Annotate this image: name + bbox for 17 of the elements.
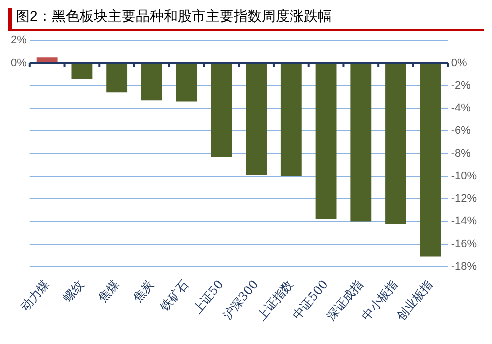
- y2-tick-label: -10%: [451, 170, 478, 182]
- y-tick-label: 2%: [10, 34, 28, 47]
- y2-tick-label: -18%: [451, 261, 478, 274]
- y2-tick-label: -12%: [451, 193, 478, 206]
- y2-tick-label: -16%: [451, 238, 478, 250]
- x-tick-label: 动力煤: [18, 278, 52, 314]
- x-tick-label: 铁矿石: [156, 278, 192, 315]
- y2-tick-label: -4%: [451, 102, 472, 115]
- y2-tick-label: -2%: [451, 80, 472, 92]
- x-tick-label: 焦煤: [96, 278, 122, 305]
- y2-tick-label: -14%: [451, 216, 478, 228]
- y2-tick-label: 0%: [451, 57, 468, 70]
- y2-tick-label: -6%: [451, 125, 472, 138]
- x-tick-label: 焦炭: [130, 278, 157, 305]
- x-tick-label: 螺纹: [60, 278, 87, 305]
- chart-title: 图2：黑色板块主要品种和股市主要指数周度涨跌幅: [8, 8, 484, 31]
- y2-tick-label: -8%: [451, 148, 472, 160]
